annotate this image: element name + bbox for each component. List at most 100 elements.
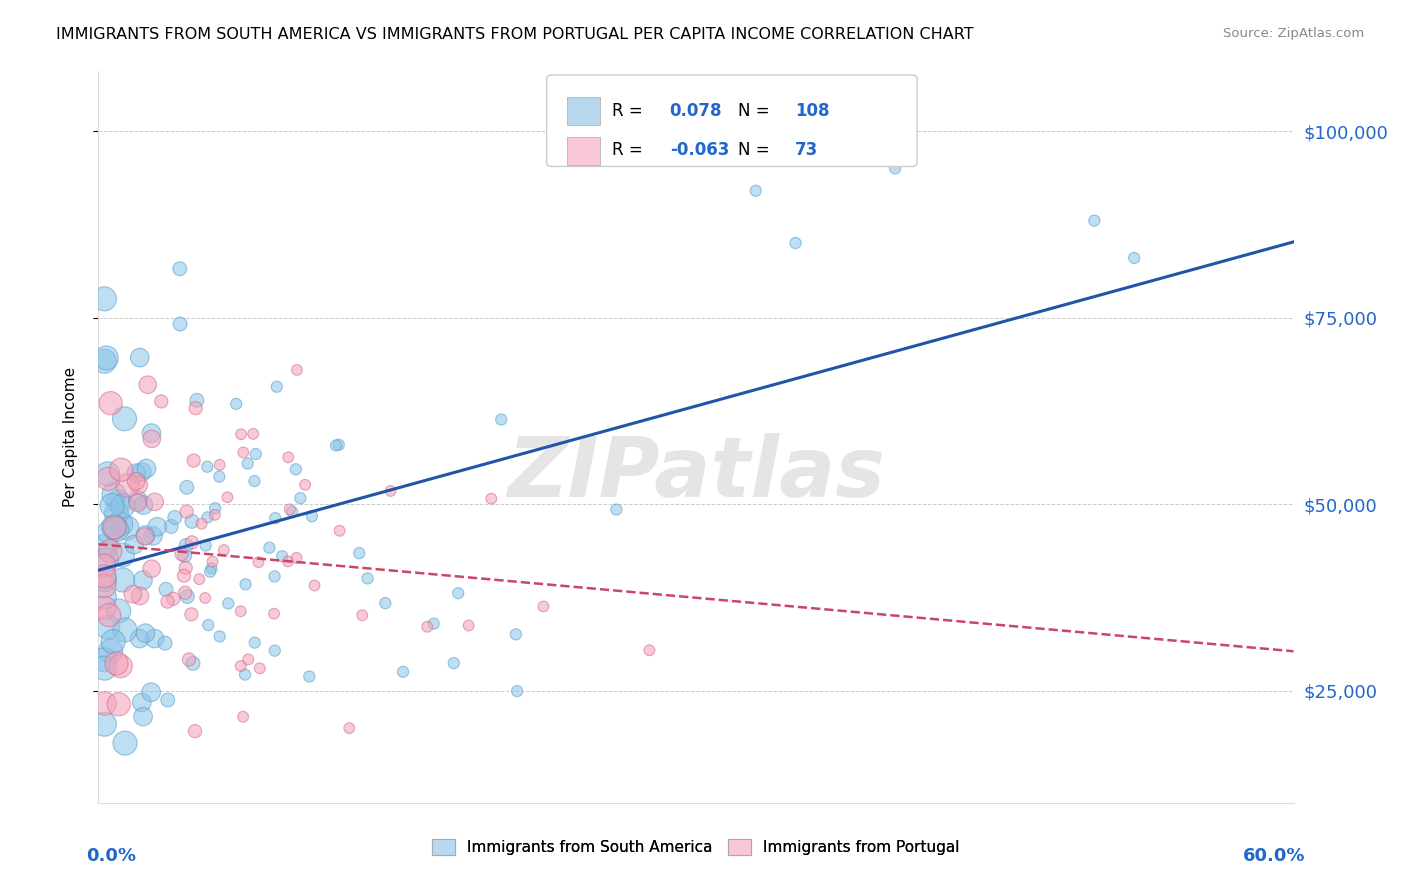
Point (229, 604, 252, 618)
Point (197, 618, 219, 632)
Point (242, 426, 264, 441)
Point (110, 516, 132, 531)
Point (392, 665, 415, 679)
Text: -0.063: -0.063 (669, 141, 730, 159)
Point (447, 586, 470, 600)
Point (204, 508, 226, 522)
Point (184, 401, 207, 416)
Point (233, 667, 256, 681)
Point (638, 643, 661, 657)
Point (141, 426, 163, 441)
Point (93, 661, 115, 675)
Point (128, 478, 150, 492)
Point (328, 438, 350, 452)
Point (110, 463, 132, 477)
Point (200, 565, 222, 579)
Point (290, 491, 312, 505)
Point (111, 573, 134, 587)
Point (105, 657, 128, 671)
Point (93, 292, 115, 306)
Point (329, 524, 352, 538)
Point (301, 509, 323, 524)
Point (479, 491, 502, 506)
Point (229, 659, 252, 673)
Point (141, 432, 163, 446)
Point (1083, 213, 1105, 227)
Point (245, 447, 267, 461)
Point (160, 519, 183, 533)
Point (101, 634, 124, 648)
Point (356, 571, 378, 585)
Point (103, 487, 125, 501)
Point (153, 636, 176, 650)
Point (277, 554, 299, 568)
Point (337, 721, 360, 735)
Point (94, 697, 117, 711)
Point (232, 710, 254, 724)
Point (96, 553, 118, 567)
Text: ZIPatlas: ZIPatlas (508, 434, 884, 514)
Point (121, 587, 143, 601)
Point (352, 608, 374, 623)
Point (107, 604, 129, 618)
Point (125, 475, 148, 489)
Point (294, 477, 316, 491)
Point (243, 635, 266, 649)
Point (285, 363, 308, 377)
Y-axis label: Per Capita Income: Per Capita Income (63, 367, 77, 508)
Point (232, 445, 254, 459)
Point (884, 161, 907, 176)
Point (93, 717, 115, 731)
Point (186, 393, 208, 408)
Point (176, 480, 198, 494)
Point (208, 469, 231, 483)
Point (505, 627, 527, 641)
Point (217, 490, 239, 504)
Point (105, 507, 128, 521)
Point (190, 516, 212, 531)
Point (194, 591, 217, 605)
Point (122, 537, 145, 551)
Point (146, 520, 169, 534)
Point (132, 709, 155, 723)
Point (129, 589, 152, 603)
Point (110, 659, 132, 673)
Point (94, 539, 117, 553)
Point (443, 656, 465, 670)
Point (135, 461, 157, 475)
Point (169, 261, 191, 276)
Point (247, 555, 270, 569)
Point (93, 591, 115, 605)
Point (97, 467, 120, 481)
Text: R =: R = (613, 102, 648, 120)
Point (181, 515, 204, 529)
Point (174, 585, 197, 599)
Point (170, 547, 193, 561)
Text: N =: N = (738, 141, 775, 159)
Text: N =: N = (738, 102, 775, 120)
Point (422, 616, 444, 631)
Point (93, 573, 115, 587)
Point (127, 493, 149, 508)
Point (180, 607, 202, 622)
Point (277, 450, 299, 465)
Point (235, 577, 257, 591)
Point (177, 652, 200, 666)
Point (236, 457, 259, 471)
Point (457, 618, 479, 632)
FancyBboxPatch shape (567, 97, 600, 125)
Point (162, 591, 184, 606)
Text: IMMIGRANTS FROM SOUTH AMERICA VS IMMIGRANTS FROM PORTUGAL PER CAPITA INCOME CORR: IMMIGRANTS FROM SOUTH AMERICA VS IMMIGRA… (56, 27, 974, 42)
Point (156, 594, 179, 608)
Point (263, 569, 285, 583)
Point (263, 607, 285, 621)
Point (176, 590, 198, 604)
FancyBboxPatch shape (547, 75, 917, 167)
Point (93, 558, 115, 573)
Point (208, 458, 231, 472)
Point (128, 632, 150, 646)
Point (93, 579, 115, 593)
Point (100, 644, 122, 658)
Point (259, 541, 281, 555)
Point (132, 573, 155, 587)
